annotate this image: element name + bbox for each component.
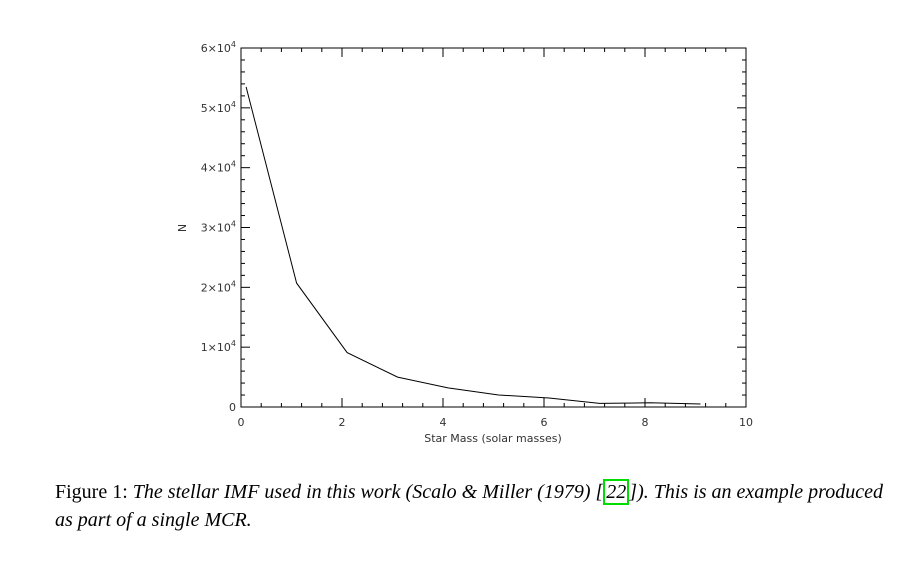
x-tick-label: 8 xyxy=(642,416,649,429)
x-tick-label: 2 xyxy=(339,416,346,429)
y-tick-label: 4×104 xyxy=(201,160,236,175)
y-tick-label: 5×104 xyxy=(201,100,236,115)
y-tick-label: 0 xyxy=(229,401,236,414)
caption-text-after: ]). This is an example produced as part … xyxy=(55,481,883,531)
chart: 0 2 4 6 8 10 01×1042×1043×1044×1045×1046×104 … xyxy=(176,40,754,445)
series-line xyxy=(245,86,701,405)
y-axis-title: N xyxy=(176,224,189,232)
x-tick-label: 0 xyxy=(238,416,245,429)
x-tick-labels: 0 2 4 6 8 10 xyxy=(238,416,754,429)
caption-text-before: The stellar IMF used in this work (Scalo… xyxy=(132,481,604,503)
x-tick-label: 10 xyxy=(739,416,753,429)
y-tick-label: 3×104 xyxy=(201,220,236,235)
citation-link[interactable]: 22 xyxy=(603,479,630,505)
figure-caption: Figure 1: The stellar IMF used in this w… xyxy=(55,478,885,534)
axis-ticks xyxy=(240,47,747,408)
y-tick-labels: 0 1×104 2×104 3×104 4×104 5×104 6×104 xyxy=(201,40,236,414)
plot-frame xyxy=(240,47,747,408)
x-axis-title: Star Mass (solar masses) xyxy=(424,432,562,445)
y-tick-label: 6×104 xyxy=(201,40,236,55)
y-tick-label: 1×104 xyxy=(201,339,236,354)
x-tick-label: 6 xyxy=(541,416,548,429)
x-tick-label: 4 xyxy=(440,416,447,429)
caption-label: Figure 1: xyxy=(55,481,128,503)
y-tick-label: 2×104 xyxy=(201,279,236,294)
